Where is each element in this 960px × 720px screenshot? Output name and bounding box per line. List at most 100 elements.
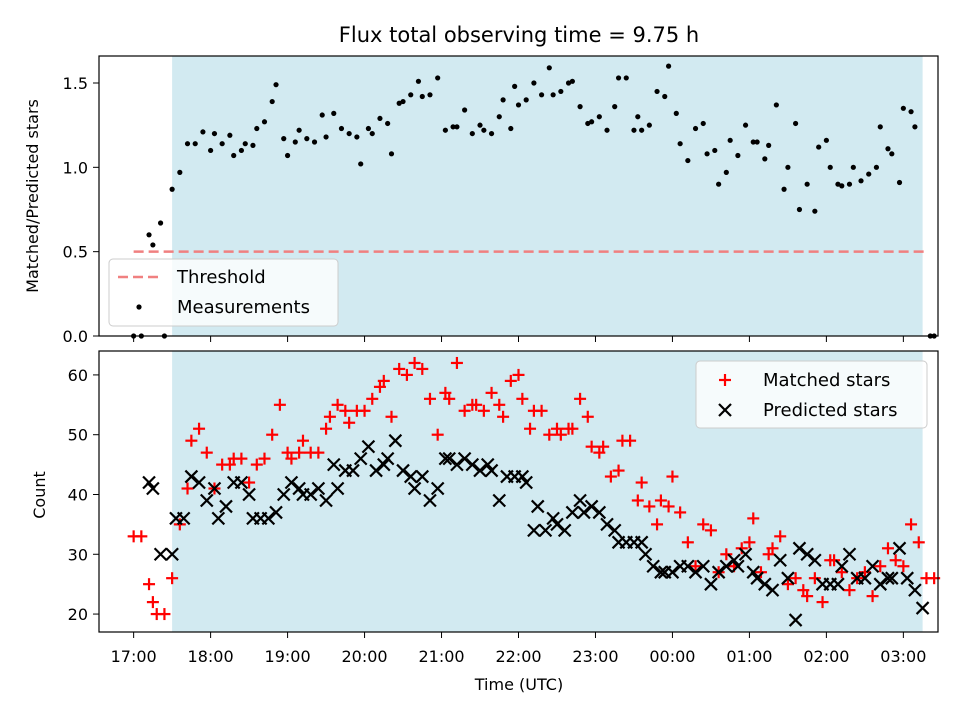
matched-star-point: [674, 506, 687, 519]
predicted-star-point: [858, 571, 872, 585]
matched-star-point: [416, 362, 429, 375]
measurement-point: [846, 181, 853, 187]
measurement-point: [654, 88, 660, 95]
predicted-star-point: [396, 463, 410, 478]
measurement-point: [546, 65, 552, 71]
predicted-star-point: [865, 559, 880, 574]
predicted-star-point: [665, 565, 680, 579]
predicted-star-point: [788, 613, 803, 627]
matched-star-point: [285, 452, 298, 465]
predicted-star-point: [731, 559, 745, 574]
predicted-star-point: [142, 475, 156, 490]
measurement-point: [261, 119, 268, 125]
matched-star-point: [631, 494, 644, 507]
measurement-point: [785, 164, 791, 170]
measurement-point: [677, 141, 683, 147]
measurement-point: [700, 120, 706, 127]
predicted-star-point: [403, 469, 418, 484]
matched-star-point: [393, 362, 406, 375]
bottom-y-tick-label: 60: [68, 366, 88, 385]
predicted-star-point: [153, 547, 168, 562]
measurement-point: [512, 83, 518, 89]
measurement-point: [238, 147, 244, 154]
x-axis-label: Time (UTC): [474, 675, 563, 694]
measurement-point: [200, 129, 206, 135]
predicted-star-point: [835, 559, 849, 574]
predicted-star-point: [473, 463, 487, 478]
legend-threshold-label: Threshold: [176, 267, 266, 288]
measurement-point: [304, 136, 310, 142]
matched-star-point: [681, 536, 694, 549]
measurement-point: [242, 141, 248, 147]
measurement-point: [612, 104, 618, 110]
predicted-star-point: [600, 517, 614, 532]
matched-star-point: [250, 458, 263, 471]
predicted-star-point: [430, 481, 445, 496]
legend-matched-swatch: [719, 374, 731, 386]
measurement-point: [839, 183, 845, 189]
x-tick-label: 22:00: [495, 647, 541, 666]
measurement-point: [515, 102, 522, 108]
matched-star-point: [273, 398, 286, 411]
measurement-point: [877, 124, 883, 130]
top-y-tick-label: 1.5: [63, 74, 88, 93]
bottom-y-tick-label: 30: [68, 545, 88, 564]
measurement-point: [369, 130, 375, 137]
x-tick-label: 01:00: [726, 647, 772, 666]
predicted-star-point: [311, 481, 326, 496]
measurement-point: [793, 120, 799, 127]
predicted-star-point: [530, 499, 545, 514]
predicted-star-point: [423, 493, 437, 508]
predicted-star-point: [369, 463, 383, 478]
bottom-y-tick-label: 40: [68, 485, 88, 504]
matched-star-point: [581, 410, 594, 423]
predicted-star-point: [738, 547, 753, 562]
measurement-point: [231, 152, 237, 159]
x-tick-label: 20:00: [342, 647, 388, 666]
predicted-star-point: [773, 553, 787, 568]
predicted-star-point: [808, 553, 822, 568]
bottom-axes-frame: [98, 350, 939, 633]
measurement-point: [462, 107, 468, 113]
predicted-star-point: [492, 493, 507, 508]
measurement-point: [273, 82, 279, 88]
matched-star-point: [585, 440, 598, 453]
predicted-star-point: [303, 487, 318, 502]
measurement-point: [723, 169, 729, 175]
matched-star-point: [881, 542, 894, 555]
predicted-star-point: [465, 457, 480, 472]
measurement-point: [796, 206, 803, 213]
measurement-point: [150, 242, 156, 248]
predicted-star-point: [484, 463, 499, 478]
top-legend: Threshold Measurements: [108, 258, 339, 327]
predicted-star-point: [746, 565, 761, 579]
predicted-star-point: [750, 571, 764, 585]
predicted-star-point: [646, 559, 660, 574]
predicted-star-point: [881, 571, 895, 585]
measurement-point: [427, 92, 433, 98]
measurement-point: [773, 102, 779, 108]
measurement-point: [169, 186, 175, 192]
matched-star-point: [431, 428, 444, 441]
bottom-x-ticks: 17:00 18:00 19:00 20:00 21:00 22:00 23:00 00:00…: [111, 632, 926, 666]
matched-star-point: [323, 410, 336, 423]
matched-star-point: [604, 470, 617, 483]
matched-star-point: [320, 422, 333, 435]
measurement-point: [685, 157, 691, 164]
matched-star-point: [493, 398, 506, 411]
predicted-star-point: [457, 451, 472, 466]
matched-star-point: [662, 500, 675, 513]
matched-star-point: [181, 482, 194, 495]
matched-star-point: [801, 590, 814, 603]
matched-star-point: [497, 410, 510, 423]
matched-star-point: [774, 530, 787, 543]
predicted-star-point: [211, 511, 226, 526]
measurement-point: [331, 110, 337, 116]
predicted-star-point: [577, 505, 591, 520]
matched-star-point: [566, 422, 579, 435]
predicted-stars-points: [142, 433, 930, 627]
chart-title: Flux total observing time = 9.75 h: [339, 23, 699, 47]
legend-matched-label: Matched stars: [763, 370, 890, 391]
matched-star-point: [235, 452, 248, 465]
matched-star-point: [293, 446, 306, 459]
